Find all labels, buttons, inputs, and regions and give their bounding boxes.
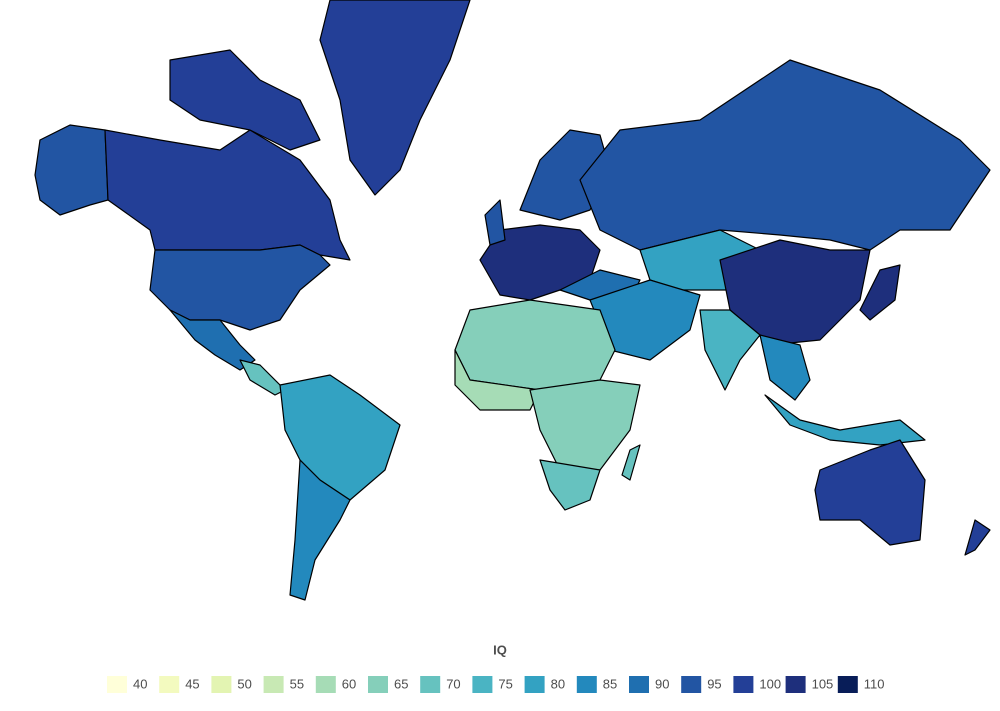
madagascar (621, 444, 641, 481)
central-america (239, 359, 286, 396)
greenland (319, 0, 471, 196)
legend-label: 60 (342, 676, 356, 691)
legend-swatch (733, 676, 754, 693)
new-zealand (964, 519, 991, 556)
south-america-south (289, 459, 351, 601)
legend-label: 80 (551, 676, 565, 691)
legend-swatch (263, 676, 284, 693)
legend-label: 85 (603, 676, 617, 691)
japan (859, 264, 901, 321)
legend-swatch (368, 676, 388, 693)
north-africa (454, 299, 616, 391)
countries (34, 0, 991, 601)
canada (104, 129, 351, 261)
india (699, 309, 761, 391)
southern-africa (539, 459, 601, 511)
legend-title: IQ (493, 642, 507, 657)
legend-label: 70 (446, 676, 460, 691)
legend-swatch (159, 676, 180, 693)
legend-swatch (315, 676, 336, 693)
legend-label: 105 (812, 676, 834, 691)
legend-label: 75 (498, 676, 512, 691)
legend-label: 50 (237, 676, 251, 691)
legend-label: 40 (133, 676, 147, 691)
legend-swatch (629, 676, 649, 693)
south-america-north (279, 374, 401, 501)
australia (814, 439, 926, 546)
legend-label: 65 (394, 676, 408, 691)
central-africa (529, 379, 641, 471)
legend-label: 110 (864, 676, 885, 691)
legend-label: 95 (707, 676, 721, 691)
legend-label: 55 (290, 676, 304, 691)
arctic-islands (169, 49, 321, 151)
alaska (34, 124, 109, 216)
legend-swatch (524, 676, 545, 693)
legend-swatch (837, 676, 858, 693)
western-europe (479, 224, 601, 301)
southeast-asia (759, 334, 811, 401)
mexico (169, 309, 256, 371)
legend-swatch (785, 676, 806, 693)
indonesia (764, 394, 926, 446)
legend: 40 45 50 55 60 65 70 75 80 85 90 95 100 105 110 (107, 676, 885, 693)
legend-swatch (472, 676, 493, 693)
legend-swatch (420, 676, 441, 693)
legend-label: 45 (185, 676, 199, 691)
legend-swatch (211, 676, 232, 693)
legend-swatch (576, 676, 597, 693)
legend-swatch (681, 676, 702, 693)
uk (484, 199, 506, 246)
russia (579, 59, 991, 251)
west-africa (454, 349, 541, 411)
legend-label: 100 (759, 676, 781, 691)
legend-label: 90 (655, 676, 669, 691)
legend-swatch (107, 676, 127, 693)
